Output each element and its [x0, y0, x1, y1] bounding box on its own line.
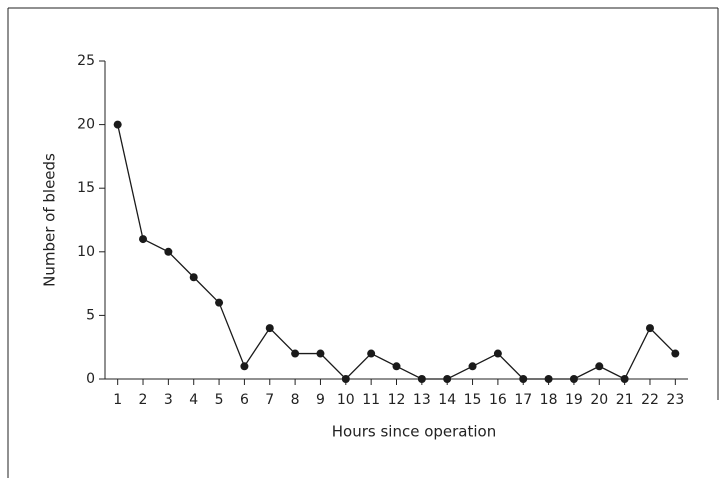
- x-tick-label: 20: [590, 392, 608, 408]
- marker: [113, 120, 122, 129]
- x-tick-label: 11: [362, 392, 380, 408]
- x-tick-label: 10: [337, 392, 355, 408]
- marker: [519, 375, 528, 383]
- marker: [316, 349, 325, 358]
- y-tick-label: 5: [86, 307, 95, 323]
- marker: [265, 324, 274, 333]
- x-tick-label: 19: [565, 392, 583, 408]
- x-tick-label: 21: [616, 392, 634, 408]
- x-tick-label: 4: [189, 392, 198, 408]
- marker: [139, 235, 148, 244]
- x-axis-label: Hours since operation: [332, 423, 496, 441]
- marker: [240, 362, 249, 371]
- x-tick-label: 7: [265, 392, 274, 408]
- marker: [341, 375, 350, 383]
- marker: [417, 375, 426, 383]
- x-tick-label: 8: [291, 392, 300, 408]
- marker: [215, 298, 224, 307]
- x-tick-label: 17: [514, 392, 532, 408]
- x-tick-label: 22: [641, 392, 659, 408]
- marker: [291, 349, 300, 358]
- marker: [645, 324, 654, 333]
- x-tick-label: 14: [438, 392, 456, 408]
- x-tick-label: 15: [464, 392, 482, 408]
- x-tick-label: 13: [413, 392, 431, 408]
- x-tick-label: 12: [388, 392, 406, 408]
- y-tick-label: 0: [86, 371, 95, 387]
- x-tick-label: 16: [489, 392, 507, 408]
- x-tick-label: 23: [666, 392, 684, 408]
- y-tick-label: 25: [77, 53, 95, 69]
- marker: [443, 375, 452, 383]
- marker: [367, 349, 376, 358]
- x-tick-label: 18: [540, 392, 558, 408]
- marker: [468, 362, 477, 371]
- marker: [620, 375, 629, 383]
- y-tick-label: 10: [77, 244, 95, 260]
- marker: [544, 375, 553, 383]
- x-tick-label: 9: [316, 392, 325, 408]
- y-tick-label: 20: [77, 117, 95, 133]
- line: [117, 124, 676, 380]
- x-tick-label: 2: [139, 392, 148, 408]
- marker: [595, 362, 604, 371]
- x-tick-label: 3: [164, 392, 173, 408]
- x-tick-label: 6: [240, 392, 249, 408]
- marker: [493, 349, 502, 358]
- x-tick-label: 1: [113, 392, 122, 408]
- y-tick-label: 15: [77, 180, 95, 196]
- marker: [671, 349, 680, 358]
- marker: [392, 362, 401, 371]
- y-axis-label: Number of bleeds: [41, 153, 59, 287]
- x-tick-label: 5: [215, 392, 224, 408]
- marker: [189, 273, 198, 282]
- marker: [164, 247, 173, 256]
- marker: [569, 375, 578, 383]
